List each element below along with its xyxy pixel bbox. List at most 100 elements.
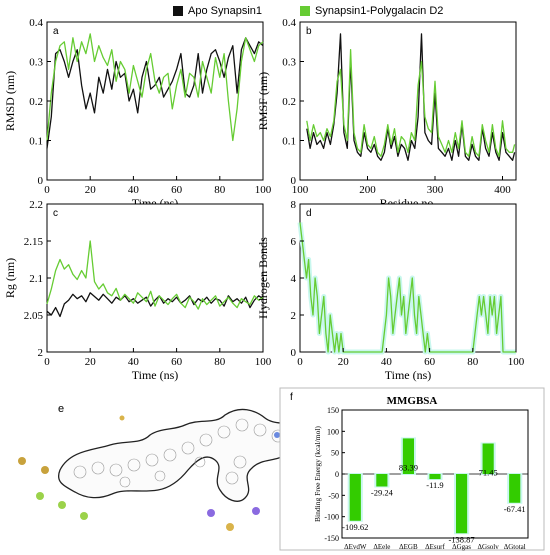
y-tick-label: 0.3 xyxy=(29,57,43,69)
series-line-complex xyxy=(299,222,516,353)
x-tick-label: 20 xyxy=(338,356,350,368)
y-tick-label: 2.2 xyxy=(29,199,43,211)
x-category-label: ΔEGB xyxy=(399,543,418,551)
ligand-rings xyxy=(73,418,285,488)
figure-legend: Apo Synapsin1 Synapsin1-Polygalacin D2 xyxy=(0,2,550,22)
x-tick-label: 60 xyxy=(171,184,183,196)
bar xyxy=(509,474,521,503)
x-axis-label: Time (ns) xyxy=(132,368,179,382)
y-tick-label: 2.05 xyxy=(24,310,44,322)
x-tick-label: 200 xyxy=(359,184,376,196)
y-tick-label: 6 xyxy=(291,236,297,248)
y-axis-label: Hydrogen Bonds xyxy=(256,237,270,319)
x-category-label: ΔGgas xyxy=(452,543,471,551)
panel-e-label: e xyxy=(58,403,64,415)
residue-marker xyxy=(207,509,215,517)
y-tick-label: 0.4 xyxy=(282,17,296,29)
series-line-complex xyxy=(46,33,264,142)
y-tick-label: 8 xyxy=(291,199,297,211)
y-tick-label: 100 xyxy=(327,427,339,436)
legend-item-apo: Apo Synapsin1 xyxy=(173,5,262,17)
x-tick-label: 20 xyxy=(85,184,97,196)
y-axis-label: Rg (nm) xyxy=(3,258,17,298)
residue-marker xyxy=(58,501,66,509)
x-tick-label: 0 xyxy=(44,356,50,368)
bar-value-label: -67.41 xyxy=(504,504,526,514)
x-tick-label: 40 xyxy=(128,184,140,196)
bar-value-label: -109.62 xyxy=(342,522,368,532)
x-tick-label: 80 xyxy=(214,184,226,196)
y-tick-label: 50 xyxy=(331,449,339,458)
x-tick-label: 100 xyxy=(292,184,309,196)
panel-label: d xyxy=(306,208,312,219)
panel-label: c xyxy=(53,208,58,219)
y-tick-label: 0.1 xyxy=(29,136,43,148)
x-tick-label: 40 xyxy=(381,356,393,368)
bar-value-label: 83.39 xyxy=(399,462,418,472)
x-tick-label: 100 xyxy=(255,184,272,196)
y-tick-label: 0.3 xyxy=(282,57,296,69)
legend-swatch-apo xyxy=(173,6,183,16)
bar-value-label: -138.87 xyxy=(448,534,474,544)
x-tick-label: 400 xyxy=(494,184,511,196)
panel-label: b xyxy=(306,26,312,37)
y-tick-label: 0.1 xyxy=(282,136,296,148)
x-tick-label: 80 xyxy=(214,356,226,368)
x-tick-label: 100 xyxy=(255,356,272,368)
x-tick-label: 0 xyxy=(44,184,50,196)
x-tick-label: 20 xyxy=(85,356,97,368)
y-axis-label: Binding Free Energy (kcal/mol) xyxy=(313,426,322,522)
bar-value-label: -29.24 xyxy=(371,487,394,497)
x-tick-label: 60 xyxy=(424,356,436,368)
y-axis-label: RMSD (nm) xyxy=(3,71,17,131)
x-tick-label: 40 xyxy=(128,356,140,368)
bar xyxy=(349,474,361,521)
bar xyxy=(429,474,441,480)
series-line-apo xyxy=(46,37,264,149)
x-category-label: ΔEsurf xyxy=(425,543,445,551)
panel-f: f MMGBSA -150 -100 -50 0 50 100 150 -109.62 ΔEvdW -… xyxy=(279,387,545,551)
x-axis-label: Time (ns) xyxy=(385,368,432,382)
x-category-label: ΔEvdW xyxy=(344,543,367,551)
legend-label-complex: Synapsin1-Polygalacin D2 xyxy=(315,5,444,17)
x-tick-label: 80 xyxy=(467,356,479,368)
series-line-complex xyxy=(306,49,516,157)
y-tick-label: 0.2 xyxy=(282,96,296,108)
y-tick-label: -50 xyxy=(328,491,339,500)
x-category-label: ΔGtotal xyxy=(504,543,526,551)
residue-marker xyxy=(226,523,234,531)
legend-swatch-complex xyxy=(300,6,310,16)
y-tick-label: -100 xyxy=(324,513,339,522)
residue-marker xyxy=(80,512,88,520)
residue-markers xyxy=(18,415,280,531)
panel-c: c 0 20 40 60 80 100 2 2.05 2.1 2.15 2.2 Time (ns) Rg … xyxy=(3,199,272,382)
panel-label: f xyxy=(290,392,293,403)
y-tick-label: 2 xyxy=(291,310,297,322)
ligand-outline xyxy=(58,408,302,502)
bar-value-label: 71.45 xyxy=(479,468,498,478)
y-tick-label: 0 xyxy=(291,175,297,187)
bar xyxy=(376,474,388,487)
bar-chart-title: MMGBSA xyxy=(387,395,438,407)
y-tick-label: 0 xyxy=(38,175,44,187)
legend-item-complex: Synapsin1-Polygalacin D2 xyxy=(300,5,443,17)
y-tick-label: 0.2 xyxy=(29,96,43,108)
y-tick-label: 0 xyxy=(291,347,297,359)
residue-marker xyxy=(274,432,280,438)
plot-frame xyxy=(46,21,264,181)
residue-marker xyxy=(36,492,44,500)
series-line-complex xyxy=(46,240,264,310)
panel-d: d 0 20 40 60 80 100 0 2 4 6 8 Time (ns) Hydrogen Bond… xyxy=(256,199,525,382)
panel-e-interaction-diagram: e xyxy=(18,403,302,531)
bar-value-label: -11.9 xyxy=(426,480,443,490)
x-category-label: ΔGsolv xyxy=(478,543,500,551)
x-tick-label: 100 xyxy=(508,356,525,368)
y-axis-label: RMSF (nm) xyxy=(256,72,270,130)
y-tick-label: 2.1 xyxy=(29,273,43,285)
legend-label-apo: Apo Synapsin1 xyxy=(188,5,262,17)
y-tick-label: -150 xyxy=(324,534,339,543)
plot-frame xyxy=(46,203,264,353)
